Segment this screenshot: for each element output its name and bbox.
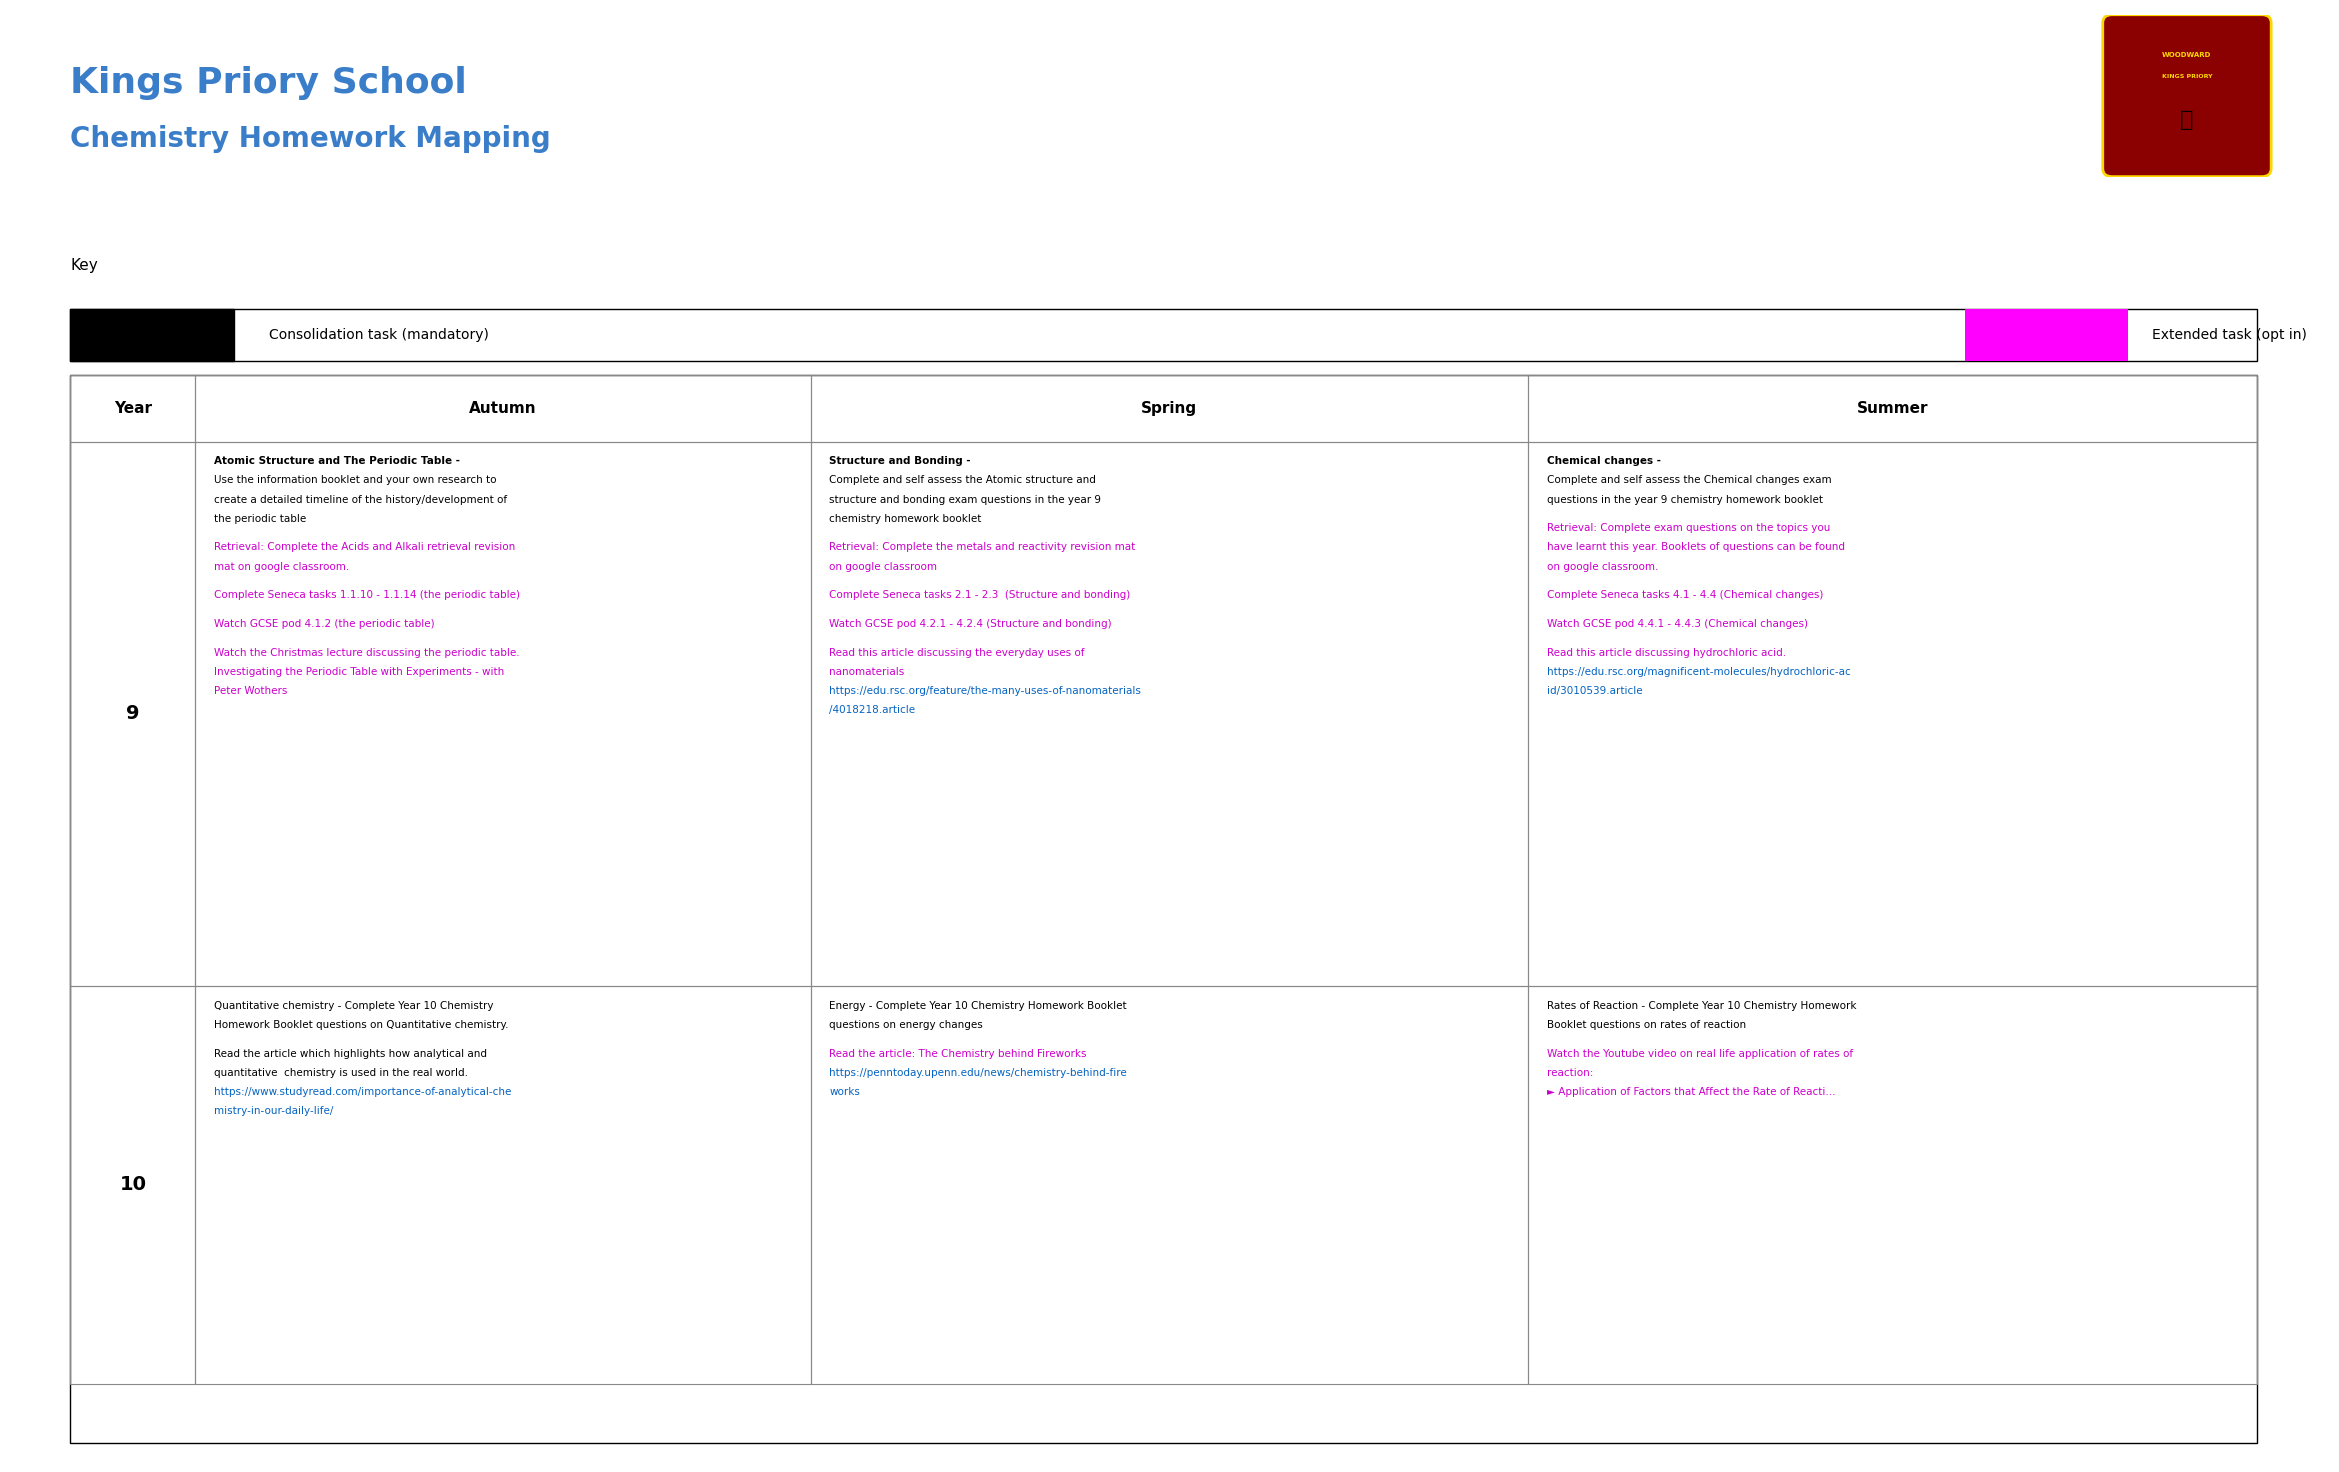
Text: Atomic Structure and The Periodic Table -: Atomic Structure and The Periodic Table … bbox=[215, 456, 461, 467]
Text: works: works bbox=[830, 1088, 861, 1097]
Text: Spring: Spring bbox=[1141, 400, 1198, 417]
Text: Autumn: Autumn bbox=[470, 400, 538, 417]
Text: https://edu.rsc.org/magnificent-molecules/hydrochloric-ac: https://edu.rsc.org/magnificent-molecule… bbox=[1546, 667, 1850, 677]
Text: WOODWARD: WOODWARD bbox=[2161, 52, 2213, 59]
Text: https://penntoday.upenn.edu/news/chemistry-behind-fire: https://penntoday.upenn.edu/news/chemist… bbox=[830, 1069, 1127, 1078]
Text: Quantitative chemistry - Complete Year 10 Chemistry: Quantitative chemistry - Complete Year 1… bbox=[215, 1001, 494, 1011]
Text: on google classroom.: on google classroom. bbox=[1546, 562, 1658, 571]
Text: Booklet questions on rates of reaction: Booklet questions on rates of reaction bbox=[1546, 1020, 1745, 1030]
Text: questions in the year 9 chemistry homework booklet: questions in the year 9 chemistry homewo… bbox=[1546, 495, 1822, 505]
Text: Summer: Summer bbox=[1857, 400, 1927, 417]
Text: Watch the Christmas lecture discussing the periodic table.: Watch the Christmas lecture discussing t… bbox=[215, 648, 519, 658]
Text: create a detailed timeline of the history/development of: create a detailed timeline of the histor… bbox=[215, 495, 508, 505]
Text: Retrieval: Complete exam questions on the topics you: Retrieval: Complete exam questions on th… bbox=[1546, 524, 1829, 533]
Text: https://edu.rsc.org/feature/the-many-uses-of-nanomaterials: https://edu.rsc.org/feature/the-many-use… bbox=[830, 686, 1141, 696]
Text: 🏰: 🏰 bbox=[2180, 110, 2194, 130]
Text: Complete and self assess the Chemical changes exam: Complete and self assess the Chemical ch… bbox=[1546, 475, 1831, 486]
Text: id/3010539.article: id/3010539.article bbox=[1546, 686, 1642, 696]
Text: Watch the Youtube video on real life application of rates of: Watch the Youtube video on real life app… bbox=[1546, 1050, 1852, 1058]
Text: Complete and self assess the Atomic structure and: Complete and self assess the Atomic stru… bbox=[830, 475, 1097, 486]
Text: structure and bonding exam questions in the year 9: structure and bonding exam questions in … bbox=[830, 495, 1102, 505]
Text: Rates of Reaction - Complete Year 10 Chemistry Homework: Rates of Reaction - Complete Year 10 Che… bbox=[1546, 1001, 1857, 1011]
FancyBboxPatch shape bbox=[2103, 15, 2271, 177]
Text: Watch GCSE pod 4.4.1 - 4.4.3 (Chemical changes): Watch GCSE pod 4.4.1 - 4.4.3 (Chemical c… bbox=[1546, 618, 1808, 629]
Text: Read the article: The Chemistry behind Fireworks: Read the article: The Chemistry behind F… bbox=[830, 1050, 1088, 1058]
Text: chemistry homework booklet: chemistry homework booklet bbox=[830, 514, 982, 524]
Text: ► Application of Factors that Affect the Rate of Reacti...: ► Application of Factors that Affect the… bbox=[1546, 1088, 1836, 1097]
Text: Energy - Complete Year 10 Chemistry Homework Booklet: Energy - Complete Year 10 Chemistry Home… bbox=[830, 1001, 1127, 1011]
Text: questions on energy changes: questions on energy changes bbox=[830, 1020, 982, 1030]
Text: https://www.studyread.com/importance-of-analytical-che: https://www.studyread.com/importance-of-… bbox=[215, 1088, 512, 1097]
Text: Year: Year bbox=[115, 400, 152, 417]
Text: KINGS PRIORY: KINGS PRIORY bbox=[2161, 74, 2213, 78]
Text: Extended task (opt in): Extended task (opt in) bbox=[2152, 328, 2306, 342]
Text: Retrieval: Complete the metals and reactivity revision mat: Retrieval: Complete the metals and react… bbox=[830, 543, 1134, 552]
Text: the periodic table: the periodic table bbox=[215, 514, 306, 524]
Text: Watch GCSE pod 4.2.1 - 4.2.4 (Structure and bonding): Watch GCSE pod 4.2.1 - 4.2.4 (Structure … bbox=[830, 618, 1111, 629]
Text: nanomaterials: nanomaterials bbox=[830, 667, 905, 677]
Text: Watch GCSE pod 4.1.2 (the periodic table): Watch GCSE pod 4.1.2 (the periodic table… bbox=[215, 618, 435, 629]
Text: Complete Seneca tasks 2.1 - 2.3  (Structure and bonding): Complete Seneca tasks 2.1 - 2.3 (Structu… bbox=[830, 590, 1130, 601]
Text: mistry-in-our-daily-life/: mistry-in-our-daily-life/ bbox=[215, 1107, 334, 1116]
Text: Complete Seneca tasks 4.1 - 4.4 (Chemical changes): Complete Seneca tasks 4.1 - 4.4 (Chemica… bbox=[1546, 590, 1822, 601]
Text: Homework Booklet questions on Quantitative chemistry.: Homework Booklet questions on Quantitati… bbox=[215, 1020, 508, 1030]
Text: Use the information booklet and your own research to: Use the information booklet and your own… bbox=[215, 475, 496, 486]
Text: 9: 9 bbox=[126, 705, 140, 723]
Text: mat on google classroom.: mat on google classroom. bbox=[215, 562, 349, 571]
Text: Read the article which highlights how analytical and: Read the article which highlights how an… bbox=[215, 1050, 487, 1058]
Text: Investigating the Periodic Table with Experiments - with: Investigating the Periodic Table with Ex… bbox=[215, 667, 505, 677]
Text: on google classroom: on google classroom bbox=[830, 562, 938, 571]
Text: /4018218.article: /4018218.article bbox=[830, 705, 915, 715]
Text: Chemistry Homework Mapping: Chemistry Homework Mapping bbox=[70, 125, 552, 153]
Text: Read this article discussing hydrochloric acid.: Read this article discussing hydrochlori… bbox=[1546, 648, 1787, 658]
Text: Key: Key bbox=[70, 258, 98, 272]
Text: Chemical changes -: Chemical changes - bbox=[1546, 456, 1661, 467]
Text: Complete Seneca tasks 1.1.10 - 1.1.14 (the periodic table): Complete Seneca tasks 1.1.10 - 1.1.14 (t… bbox=[215, 590, 519, 601]
Text: Consolidation task (mandatory): Consolidation task (mandatory) bbox=[269, 328, 489, 342]
Text: 10: 10 bbox=[119, 1176, 147, 1194]
Text: Kings Priory School: Kings Priory School bbox=[70, 66, 468, 100]
Text: reaction:: reaction: bbox=[1546, 1069, 1593, 1078]
Text: have learnt this year. Booklets of questions can be found: have learnt this year. Booklets of quest… bbox=[1546, 543, 1845, 552]
Text: Peter Wothers: Peter Wothers bbox=[215, 686, 288, 696]
Text: Read this article discussing the everyday uses of: Read this article discussing the everyda… bbox=[830, 648, 1085, 658]
Text: quantitative  chemistry is used in the real world.: quantitative chemistry is used in the re… bbox=[215, 1069, 468, 1078]
Text: Structure and Bonding -: Structure and Bonding - bbox=[830, 456, 971, 467]
Text: Retrieval: Complete the Acids and Alkali retrieval revision: Retrieval: Complete the Acids and Alkali… bbox=[215, 543, 515, 552]
